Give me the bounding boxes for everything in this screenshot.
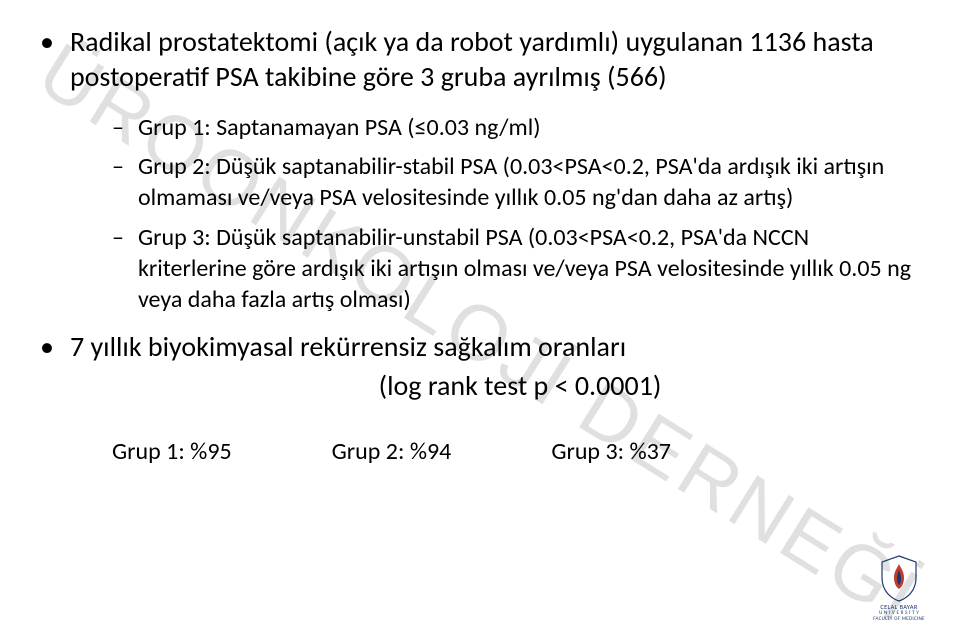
group-2-text: Grup 2: Düşük saptanabilir-stabil PSA (0… (138, 151, 920, 213)
dash-icon: – (112, 112, 124, 143)
survival-bullet: • 7 yıllık biyokimyasal rekürrensiz sağk… (40, 329, 920, 364)
result-g2: Grup 2: %94 (332, 437, 452, 466)
intro-bullet: • Radikal prostatektomi (açık ya da robo… (40, 24, 920, 94)
dash-icon: – (112, 222, 124, 253)
logo-line3: FACULTY OF MEDICINE (864, 617, 934, 623)
result-g1: Grup 1: %95 (112, 437, 232, 466)
flame-shield-icon (878, 554, 920, 602)
dash-icon: – (112, 151, 124, 182)
list-item: – Grup 3: Düşük saptanabilir-unstabil PS… (112, 222, 920, 316)
survival-text: 7 yıllık biyokimyasal rekürrensiz sağkal… (70, 329, 626, 364)
intro-text: Radikal prostatektomi (açık ya da robot … (70, 24, 920, 94)
university-logo: CELAL BAYAR U N I V E R S I T Y FACULTY … (864, 554, 934, 622)
result-g3: Grup 3: %37 (551, 437, 671, 466)
group-list: – Grup 1: Saptanamayan PSA (≤0.03 ng/ml)… (112, 112, 920, 315)
list-item: – Grup 2: Düşük saptanabilir-stabil PSA … (112, 151, 920, 213)
bullet-dot-icon: • (40, 329, 54, 364)
group-1-text: Grup 1: Saptanamayan PSA (≤0.03 ng/ml) (138, 112, 541, 143)
results-row: Grup 1: %95 Grup 2: %94 Grup 3: %37 (112, 437, 920, 466)
group-3-text: Grup 3: Düşük saptanabilir-unstabil PSA … (138, 222, 920, 316)
bullet-dot-icon: • (40, 24, 54, 59)
logrank-text: (log rank test p < 0.0001) (120, 368, 920, 403)
list-item: – Grup 1: Saptanamayan PSA (≤0.03 ng/ml) (112, 112, 920, 143)
slide: ÜROONKOLOJİ DERNEĞİ • Radikal prostatekt… (0, 0, 960, 642)
